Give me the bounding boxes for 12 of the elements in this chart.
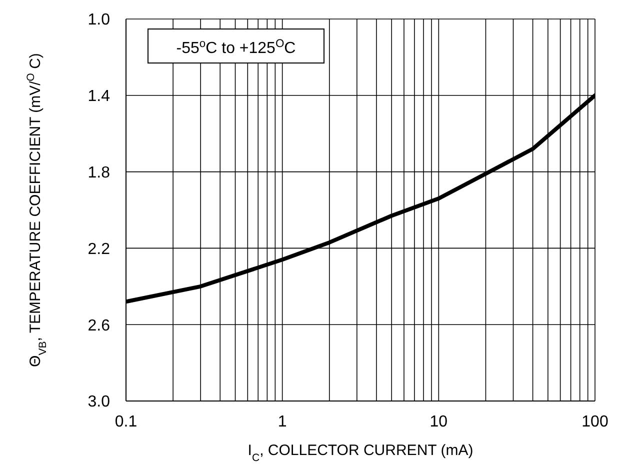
y-tick-label: 1.0 — [88, 12, 110, 29]
x-tick-label: 10 — [430, 413, 448, 430]
y-tick-label: 1.4 — [88, 88, 110, 106]
y-tick-label: 3.0 — [88, 394, 110, 411]
x-tick-label: 0.1 — [114, 413, 138, 430]
y-tick-label: 1.8 — [88, 164, 110, 182]
x-axis-title: I$_{C}$, COLLECTOR CURRENT (mA) — [248, 442, 474, 464]
y-tick-label: 2.2 — [88, 240, 110, 258]
x-tick-label: 1 — [278, 413, 287, 430]
y-tick-label: 2.6 — [88, 317, 110, 334]
x-tick-label: 100 — [582, 413, 608, 430]
annotation: -55$^{o}$C to +125$^{O}$C — [176, 38, 296, 57]
